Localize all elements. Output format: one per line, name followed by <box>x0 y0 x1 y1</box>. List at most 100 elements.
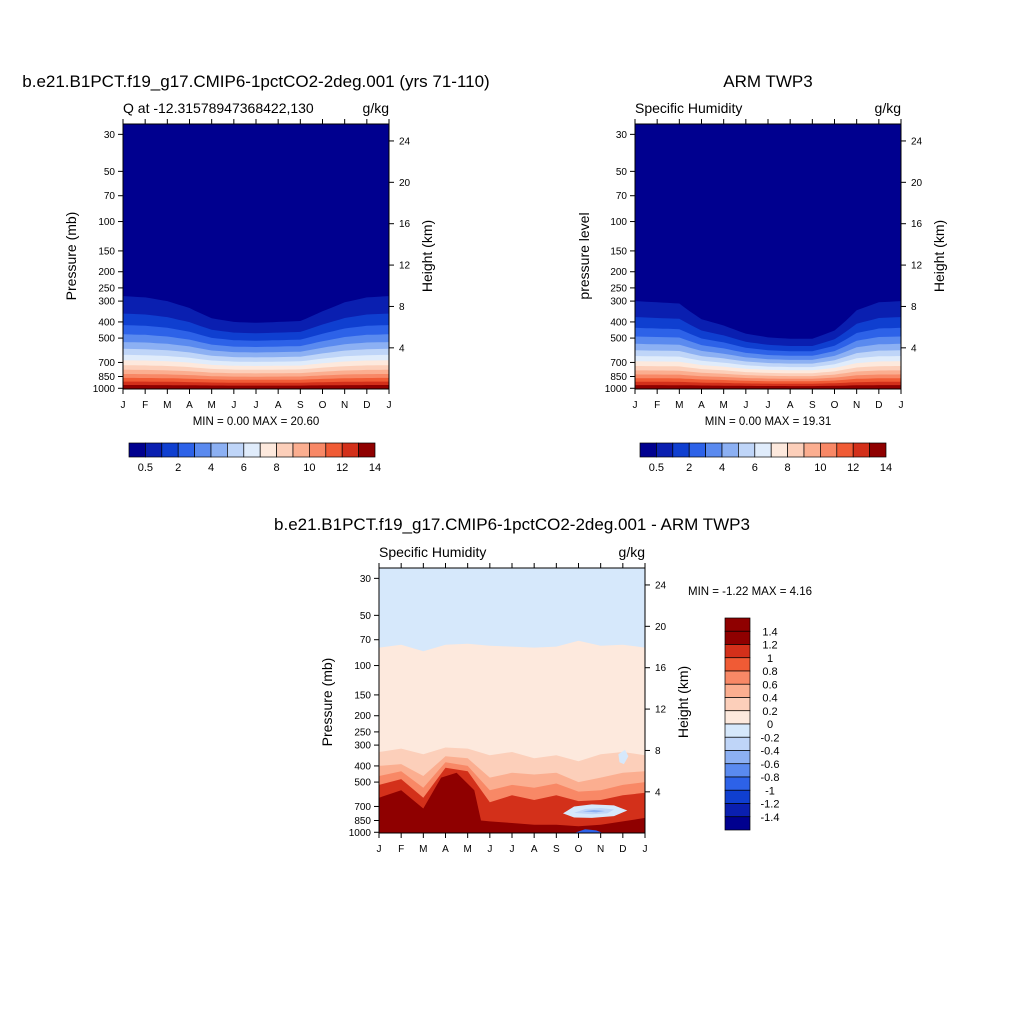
y-tick-label: 300 <box>98 297 115 308</box>
colorbar-box <box>787 442 805 458</box>
colorbar-box <box>724 750 751 765</box>
colorbar-label: -0.2 <box>761 732 780 744</box>
y-tick-label: 50 <box>104 167 116 178</box>
colorbar-label: 8 <box>274 462 280 474</box>
y-tick-label: 700 <box>98 358 115 369</box>
panel-difference: b.e21.B1PCT.f19_g17.CMIP6-1pctCO2-2deg.0… <box>274 515 812 855</box>
colorbar-label: -0.8 <box>761 772 780 784</box>
panel-subtitle-left: Specific Humidity <box>635 100 742 116</box>
colorbar-box <box>724 789 751 804</box>
y-tick-label: 1000 <box>605 384 628 395</box>
colorbar-label: 0.8 <box>762 666 777 678</box>
y-right-tick-label: 8 <box>655 746 661 757</box>
level-band <box>635 385 901 389</box>
x-tick-label: J <box>487 844 492 855</box>
colorbar-label: 0.6 <box>762 679 777 691</box>
y-tick-label: 250 <box>610 283 627 294</box>
colorbar-box <box>292 442 310 458</box>
y-right-tick-label: 20 <box>399 178 411 189</box>
colorbar-label: 10 <box>303 462 315 474</box>
colorbar-box <box>724 657 751 672</box>
colorbar-label: 14 <box>880 462 892 474</box>
y-tick-label: 200 <box>354 711 371 722</box>
colorbar-box <box>128 442 146 458</box>
panel-title: b.e21.B1PCT.f19_g17.CMIP6-1pctCO2-2deg.0… <box>22 72 489 91</box>
colorbar-box <box>724 776 751 791</box>
colorbar-box <box>869 442 887 458</box>
diff-region <box>618 749 629 765</box>
x-tick-label: A <box>698 400 705 411</box>
colorbar-label: 10 <box>814 462 826 474</box>
colorbar-label: 8 <box>785 462 791 474</box>
x-tick-label: M <box>463 844 471 855</box>
colorbar-box <box>724 683 751 698</box>
y-axis-label: Pressure (mb) <box>63 212 79 301</box>
colorbar-label: 14 <box>369 462 381 474</box>
y-tick-label: 70 <box>360 635 372 646</box>
y-tick-label: 50 <box>360 611 372 622</box>
colorbar-box <box>724 723 751 738</box>
colorbar-label: 12 <box>336 462 348 474</box>
y-right-tick-label: 20 <box>911 178 923 189</box>
y-tick-label: 50 <box>616 167 628 178</box>
panel-obs: ARM TWP3 Specific Humidity g/kg J F M A M J J A… <box>576 72 947 474</box>
y-right-tick-label: 20 <box>655 622 667 633</box>
x-tick-label: D <box>619 844 626 855</box>
colorbar-label: -1.2 <box>761 799 780 811</box>
y-tick-label: 150 <box>354 690 371 701</box>
x-tick-label: F <box>142 400 148 411</box>
x-tick-label: J <box>121 400 126 411</box>
y-right-tick-label: 8 <box>911 302 917 313</box>
y-right-tick-label: 24 <box>911 136 923 147</box>
y-tick-label: 70 <box>616 191 628 202</box>
y-right-tick-label: 16 <box>911 219 923 230</box>
colorbar-label: 2 <box>175 462 181 474</box>
x-tick-label: N <box>597 844 604 855</box>
y-tick-label: 100 <box>98 217 115 228</box>
colorbar-box <box>161 442 179 458</box>
x-tick-label: F <box>654 400 660 411</box>
y-tick-label: 700 <box>354 802 371 813</box>
x-tick-label: S <box>553 844 560 855</box>
x-tick-label: J <box>899 400 904 411</box>
colorbar-box <box>724 670 751 685</box>
colorbar-label: 12 <box>847 462 859 474</box>
y-tick-label: 1000 <box>93 384 116 395</box>
colorbar-box <box>803 442 821 458</box>
colorbar-label: 0.5 <box>138 462 153 474</box>
colorbar-box <box>672 442 690 458</box>
x-tick-label: D <box>875 400 882 411</box>
y-right-tick-label: 24 <box>655 580 667 591</box>
y-tick-label: 1000 <box>349 828 372 839</box>
colorbar-box <box>145 442 163 458</box>
y-right-tick-label: 4 <box>911 343 917 354</box>
panel-subtitle-right: g/kg <box>363 100 389 116</box>
colorbar-box <box>724 763 751 778</box>
colorbar-box <box>724 736 751 751</box>
y-tick-label: 850 <box>98 372 115 383</box>
colorbar-label: 4 <box>208 462 214 474</box>
colorbar-box <box>724 697 751 712</box>
panel-title: b.e21.B1PCT.f19_g17.CMIP6-1pctCO2-2deg.0… <box>274 515 750 534</box>
panel-subtitle-right: g/kg <box>875 100 901 116</box>
x-tick-label: A <box>275 400 282 411</box>
x-tick-label: J <box>231 400 236 411</box>
colorbar: 0.5 2 4 6 8 10 12 14 <box>639 442 892 474</box>
colorbar-box <box>754 442 772 458</box>
y-right-tick-label: 12 <box>911 261 923 272</box>
x-tick-label: N <box>853 400 860 411</box>
y-right-tick-label: 12 <box>399 261 411 272</box>
y-tick-label: 300 <box>354 741 371 752</box>
x-tick-label: J <box>510 844 515 855</box>
y-tick-label: 850 <box>610 372 627 383</box>
x-tick-label: S <box>809 400 816 411</box>
colorbar-box <box>227 442 245 458</box>
colorbar-box <box>770 442 788 458</box>
y-tick-label: 150 <box>98 246 115 257</box>
y-right-tick-label: 8 <box>399 302 405 313</box>
y-right-tick-label: 16 <box>655 663 667 674</box>
x-tick-label: J <box>643 844 648 855</box>
colorbar-box <box>639 442 657 458</box>
colorbar-label: 6 <box>241 462 247 474</box>
